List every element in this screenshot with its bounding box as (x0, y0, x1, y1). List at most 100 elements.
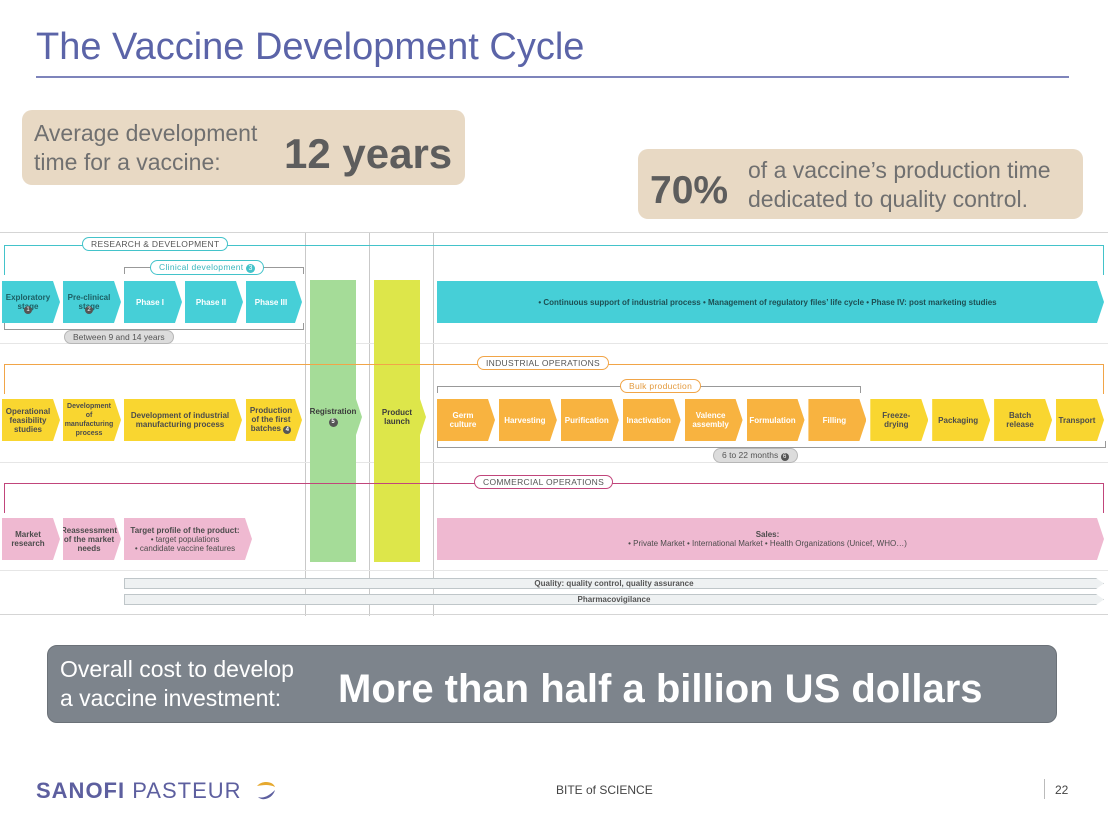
development-time-label: Average development time for a vaccine: (34, 119, 257, 177)
page-title: The Vaccine Development Cycle (36, 26, 585, 68)
registration-number-badge: 5 (329, 418, 338, 427)
commercial-step-target-profile: Target profile of the product: • target p… (124, 518, 252, 560)
development-time-label-line2: time for a vaccine: (34, 149, 221, 175)
industrial-op-step: Filling (808, 399, 866, 441)
industrial-step-label: Operational feasibility studies (5, 406, 51, 434)
industrial-op-label: Harvesting (504, 415, 546, 425)
rd-duration-bracket (4, 323, 304, 330)
industrial-op-step: Transport (1056, 399, 1104, 441)
rd-section-label: RESEARCH & DEVELOPMENT (82, 237, 229, 251)
footer-center-text: BITE of SCIENCE (556, 783, 653, 797)
industrial-step-feasibility: Operational feasibility studies (2, 399, 60, 441)
bulk-production-label: Bulk production (620, 379, 702, 393)
industrial-step-dev-industrial: Development of industrial manufacturing … (124, 399, 242, 441)
quality-control-value: 70% (650, 169, 729, 212)
rd-step-number-badge: 1 (24, 306, 32, 314)
industrial-duration-label: 6 to 22 months 6 (713, 448, 798, 463)
rd-step-label: Phase II (195, 297, 227, 307)
industrial-op-label: Packaging (938, 415, 979, 425)
commercial-step-reassessment: Reassessment of the market needs (63, 518, 121, 560)
industrial-duration-bracket (437, 441, 1106, 448)
industrial-step-first-batches: Production of the first batches 4 (246, 399, 302, 441)
industrial-section-label: INDUSTRIAL OPERATIONS (477, 356, 609, 370)
frame-top (0, 232, 1108, 233)
industrial-op-label: Transport (1058, 415, 1096, 425)
industrial-step-dev-manufacturing: Development of manufacturing process (63, 399, 121, 441)
industrial-duration-number-badge: 6 (780, 453, 789, 461)
quality-control-label-line2: dedicated to quality control. (748, 186, 1029, 212)
registration-label-group: Registration 5 (310, 407, 357, 427)
overall-cost-label: Overall cost to develop a vaccine invest… (60, 655, 294, 713)
rd-step-number-badge: 2 (85, 306, 93, 314)
rd-step-preclinical: Pre-clinical stage (63, 281, 121, 323)
commercial-section-edge (4, 483, 5, 513)
industrial-op-step: Germ culture (437, 399, 495, 441)
commercial-step-label: Market research (11, 530, 45, 548)
registration-label: Registration (309, 407, 357, 416)
title-underline (36, 76, 1069, 78)
industrial-op-label: Germ culture (449, 411, 477, 429)
development-time-value: 12 years (284, 130, 453, 177)
sales-banner: Sales: • Private Market • International M… (437, 518, 1104, 560)
rd-support-text: • Continuous support of industrial proce… (538, 297, 997, 307)
industrial-op-label: Inactivation (626, 415, 671, 425)
rd-step-phase-2: Phase II (185, 281, 243, 323)
pharmacovigilance-bar: Pharmacovigilance (124, 594, 1104, 605)
industrial-op-step: Formulation (747, 399, 805, 441)
overall-cost-box: Overall cost to develop a vaccine invest… (47, 645, 1057, 723)
rd-step-exploratory: Exploratory stage (2, 281, 60, 323)
industrial-step-label: Production of the first batches (249, 406, 293, 433)
sales-title: Sales: (755, 530, 780, 539)
row-separator (0, 462, 1108, 463)
industrial-op-label: Freeze-drying (882, 411, 911, 429)
development-time-label-line1: Average development (34, 120, 258, 146)
footer-divider (1044, 779, 1045, 799)
sanofi-pasteur-logo: SANOFI PASTEUR (36, 778, 279, 804)
quality-control-label: of a vaccine’s production time dedicated… (748, 156, 1051, 214)
development-time-box: Average development time for a vaccine: … (22, 110, 465, 185)
clinical-number-badge: 3 (246, 264, 256, 273)
quality-control-label-line1: of a vaccine’s production time (748, 157, 1051, 183)
target-profile-title: Target profile of the product: (130, 525, 240, 535)
rd-step-label: Phase III (254, 297, 288, 307)
rd-section-edge (4, 245, 5, 275)
industrial-section-edge (1103, 364, 1104, 394)
industrial-step-label: Development of industrial manufacturing … (130, 411, 230, 429)
frame-bottom (0, 614, 1108, 615)
swirl-logo-icon (256, 781, 275, 800)
rd-step-label: Phase I (135, 297, 164, 307)
first-batches-group: Production of the first batches 4 (248, 406, 294, 434)
sales-group: Sales: • Private Market • International M… (628, 530, 907, 548)
target-profile-item: • candidate vaccine features (134, 543, 236, 553)
product-launch-label: Product launch (381, 408, 413, 426)
industrial-op-step: Valence assembly (685, 399, 743, 441)
rd-duration-label: Between 9 and 14 years (64, 330, 174, 344)
industrial-section-edge (4, 364, 5, 394)
industrial-duration-text: 6 to 22 months (722, 450, 779, 460)
industrial-op-step: Freeze-drying (870, 399, 928, 441)
rd-section-edge (1103, 245, 1104, 275)
commercial-section-edge (1103, 483, 1104, 513)
row-separator (0, 570, 1108, 571)
product-launch-step: Product launch (374, 396, 426, 438)
industrial-op-label: Filling (822, 415, 847, 425)
industrial-op-label: Formulation (749, 415, 796, 425)
industrial-op-label: Batch release (1006, 411, 1034, 429)
overall-cost-label-line2: a vaccine investment: (60, 685, 282, 711)
industrial-op-step: Harvesting (499, 399, 557, 441)
registration-step: Registration 5 (310, 396, 362, 438)
logo-text-sanofi: SANOFI (36, 778, 126, 803)
rd-support-banner: • Continuous support of industrial proce… (437, 281, 1104, 323)
logo-text-pasteur: PASTEUR (125, 778, 242, 803)
industrial-op-step: Purification (561, 399, 619, 441)
column-divider (433, 232, 434, 616)
industrial-op-step: Packaging (932, 399, 990, 441)
industrial-op-label: Purification (564, 415, 609, 425)
rd-section-line (4, 245, 1104, 246)
industrial-step-label: Development of manufacturing process (64, 403, 114, 437)
industrial-op-step: Batch release (994, 399, 1052, 441)
sales-text: • Private Market • International Market … (628, 539, 907, 548)
rd-step-phase-3: Phase III (246, 281, 302, 323)
quality-control-box: 70% of a vaccine’s production time dedic… (638, 149, 1083, 219)
commercial-step-market-research: Market research (2, 518, 60, 560)
